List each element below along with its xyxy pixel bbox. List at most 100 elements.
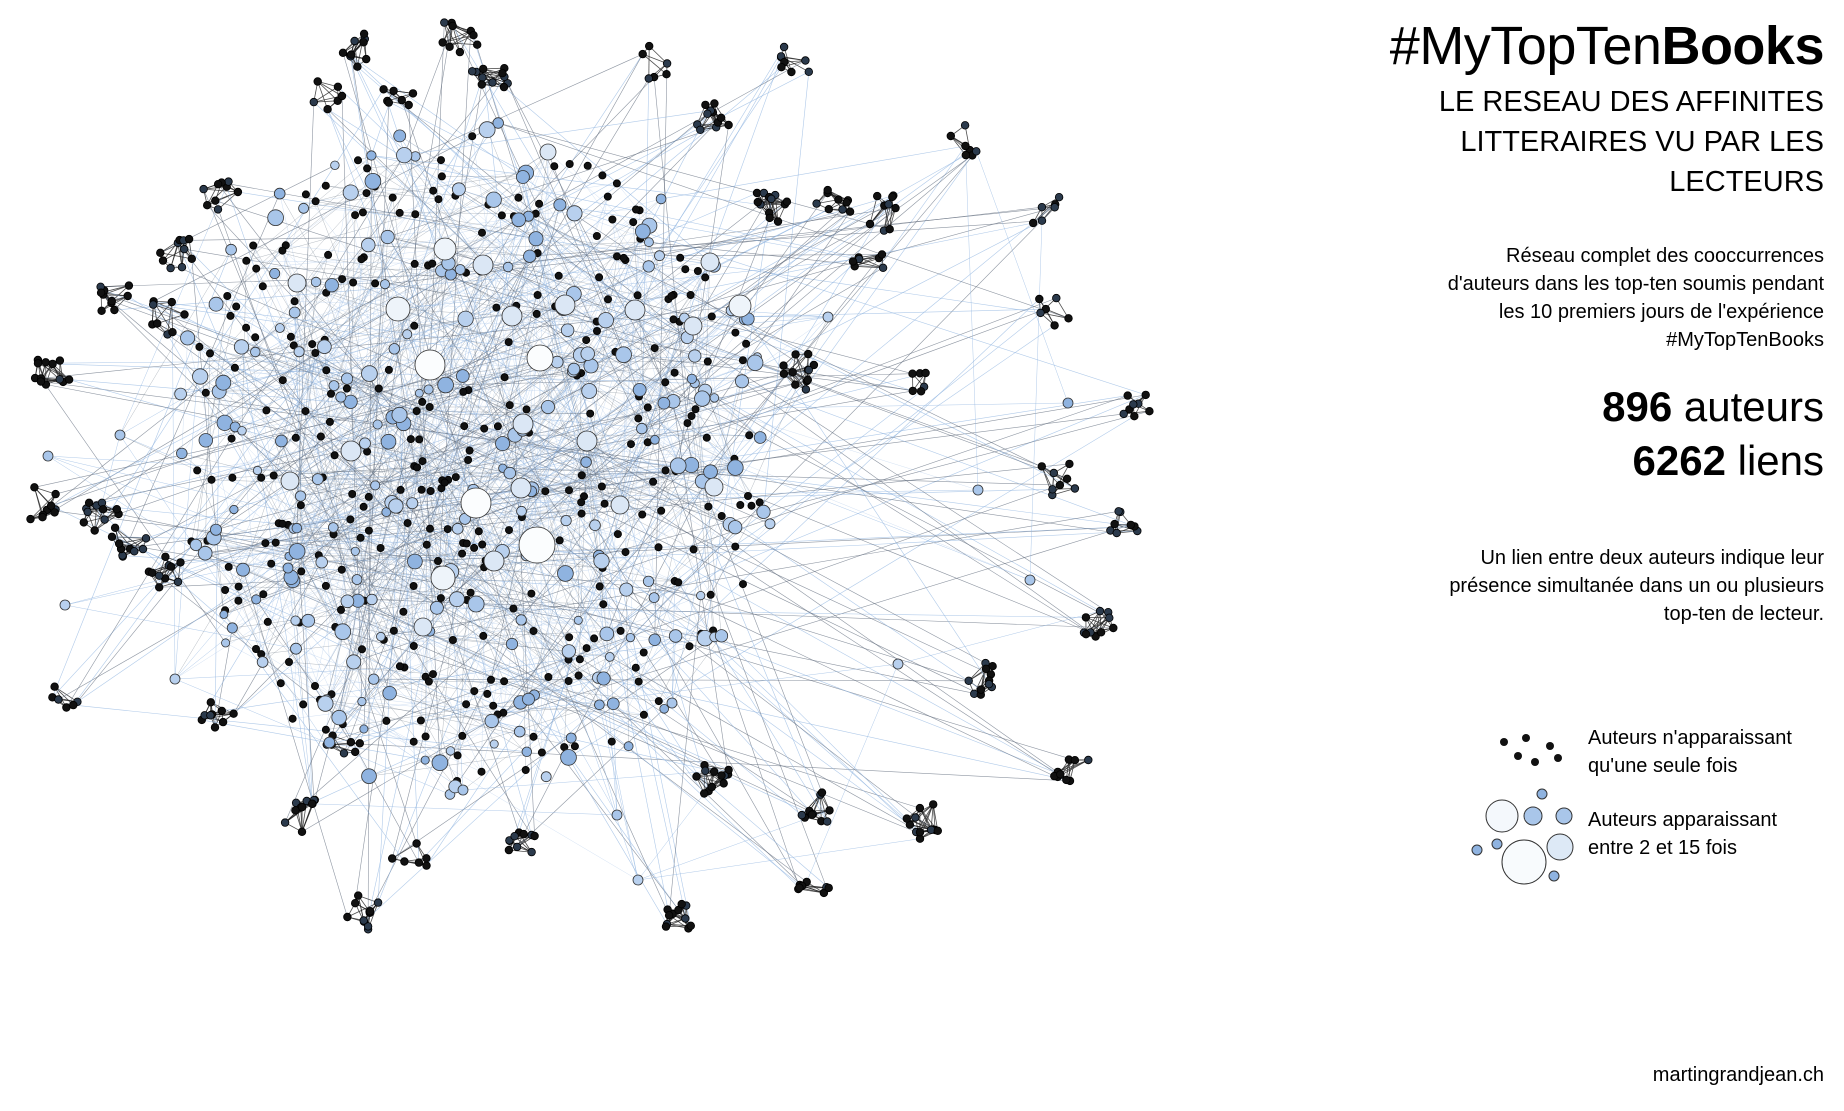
network-edge (122, 555, 627, 590)
network-edge (450, 680, 569, 752)
network-edge (362, 212, 536, 214)
network-edge (578, 379, 809, 621)
author-node (396, 147, 413, 164)
network-edge (371, 571, 439, 600)
author-node (444, 268, 457, 281)
author-node-single (1037, 462, 1046, 471)
author-node-single (96, 288, 106, 297)
network-edge (267, 530, 370, 623)
network-edge (94, 434, 121, 531)
network-edge (471, 136, 538, 546)
author-node-single (263, 617, 272, 626)
author-node (764, 518, 776, 530)
author-node-single (284, 658, 293, 667)
network-edge (531, 503, 605, 594)
network-edge (273, 455, 335, 476)
network-edge (342, 278, 566, 306)
network-edge (495, 563, 802, 816)
author-node-single (443, 525, 452, 534)
network-edge (503, 86, 711, 263)
author-node-single (960, 121, 970, 130)
author-node-single (537, 748, 546, 757)
author-node-single (1081, 613, 1091, 622)
author-node (606, 697, 620, 710)
author-node-single (921, 368, 930, 378)
author-node (541, 399, 556, 414)
network-edge (145, 390, 590, 539)
author-node (596, 671, 611, 686)
network-edge (454, 211, 851, 787)
network-edge (580, 372, 711, 595)
author-node (334, 623, 352, 640)
author-node-single (363, 922, 373, 931)
legend-circle (1523, 806, 1543, 826)
network-edge (425, 544, 428, 737)
author-node-single (500, 373, 509, 382)
author-node-single (326, 389, 335, 398)
author-node-single (271, 538, 280, 547)
network-edge (296, 325, 415, 552)
network-edge (504, 204, 561, 378)
network-edge (397, 509, 427, 545)
network-edge (388, 441, 393, 503)
author-node-single (473, 40, 482, 49)
network-edge (255, 351, 485, 429)
author-node-frequent (518, 526, 556, 564)
network-edge (333, 304, 566, 528)
author-node-single (817, 788, 827, 797)
author-node (467, 595, 485, 613)
author-node-single (468, 132, 477, 141)
author-node (632, 382, 647, 397)
network-edge (292, 693, 488, 719)
author-node-single (307, 799, 317, 808)
network-edge (233, 518, 466, 714)
network-edge (665, 343, 747, 471)
network-edge (654, 639, 814, 815)
network-edge (547, 406, 611, 657)
network-edge (219, 195, 894, 392)
network-edge (491, 720, 729, 775)
author-node-single (166, 562, 176, 571)
author-node-single (865, 219, 875, 229)
network-edge (232, 301, 295, 478)
author-node-single (483, 689, 492, 698)
author-node-single (1070, 756, 1080, 765)
author-node-single (114, 539, 124, 548)
author-node-single (661, 378, 670, 387)
network-edge (581, 470, 676, 476)
description-line: #MyTopTenBooks (1666, 329, 1824, 351)
legend-line: qu'une seule fois (1588, 755, 1738, 777)
author-node (250, 346, 261, 358)
author-node (380, 229, 395, 245)
author-node-single (138, 544, 148, 554)
network-edge (273, 467, 418, 476)
author-node-frequent (460, 487, 492, 519)
authors-stat: 896 auteurs (1304, 380, 1824, 434)
author-node (669, 457, 687, 475)
network-edge (275, 477, 324, 543)
network-edge (609, 656, 921, 833)
network-edge (483, 630, 621, 637)
author-node-single (384, 365, 393, 374)
author-node-single (692, 772, 701, 781)
network-edge (352, 493, 570, 638)
author-node-single (310, 682, 319, 691)
network-edge (289, 380, 807, 482)
network-edge (755, 362, 1068, 480)
network-edge (324, 339, 499, 427)
author-node (298, 202, 310, 214)
author-node-single (634, 677, 643, 686)
network-edge (40, 381, 692, 466)
network-edge (438, 571, 679, 911)
author-node (478, 121, 496, 139)
network-edge (578, 440, 588, 676)
network-edge (271, 553, 463, 564)
network-edge (207, 540, 282, 684)
author-node-frequent (483, 550, 505, 572)
author-node-single (50, 682, 59, 691)
network-edge (586, 267, 884, 442)
network-edge (444, 241, 649, 250)
author-node-single (123, 291, 132, 301)
network-edge (232, 477, 424, 628)
network-edge (312, 343, 510, 406)
